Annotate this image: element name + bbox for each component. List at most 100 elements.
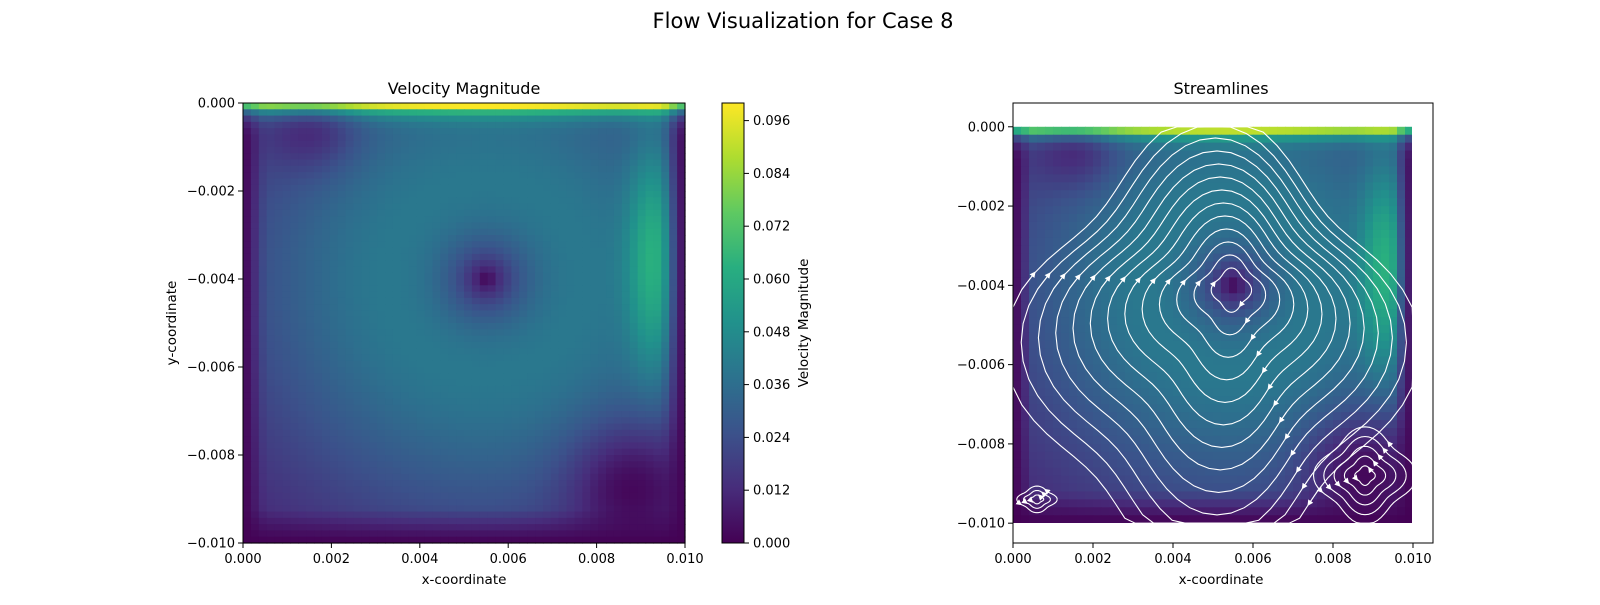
- heatmap-cell: [385, 424, 393, 431]
- heatmap-cell: [425, 442, 433, 449]
- heatmap-cell: [456, 166, 464, 173]
- heatmap-cell: [551, 298, 559, 305]
- streamline-background-cell: [1373, 246, 1382, 255]
- heatmap-cell: [598, 254, 606, 261]
- heatmap-cell: [503, 449, 511, 456]
- heatmap-cell: [354, 493, 362, 500]
- heatmap-cell: [598, 229, 606, 236]
- heatmap-cell: [456, 505, 464, 512]
- heatmap-cell: [275, 480, 283, 487]
- heatmap-cell: [298, 518, 306, 525]
- heatmap-cell: [535, 373, 543, 380]
- heatmap-cell: [622, 430, 630, 437]
- heatmap-cell: [630, 310, 638, 317]
- streamline-background-cell: [1013, 269, 1022, 278]
- heatmap-cell: [243, 153, 251, 160]
- heatmap-cell: [282, 254, 290, 261]
- heatmap-cell: [598, 116, 606, 123]
- heatmap-cell: [551, 342, 559, 349]
- velocity-panel-title: Velocity Magnitude: [388, 79, 541, 98]
- heatmap-cell: [306, 474, 314, 481]
- heatmap-cell: [393, 310, 401, 317]
- heatmap-cell: [614, 128, 622, 135]
- heatmap-cell: [630, 292, 638, 299]
- x-tick-label: 0.004: [401, 552, 438, 567]
- heatmap-cell: [243, 468, 251, 475]
- heatmap-cell: [646, 461, 654, 468]
- heatmap-cell: [251, 229, 259, 236]
- heatmap-cell: [306, 486, 314, 493]
- heatmap-cell: [275, 524, 283, 531]
- heatmap-cell: [551, 134, 559, 141]
- streamline-background-cell: [1269, 127, 1278, 136]
- heatmap-cell: [448, 392, 456, 399]
- heatmap-cell: [480, 461, 488, 468]
- heatmap-cell: [669, 304, 677, 311]
- streamline-background-cell: [1173, 166, 1182, 175]
- heatmap-cell: [598, 279, 606, 286]
- heatmap-cell: [496, 436, 504, 443]
- streamline-background-cell: [1165, 174, 1174, 183]
- streamline-background-cell: [1117, 166, 1126, 175]
- heatmap-cell: [259, 185, 267, 192]
- heatmap-cell: [551, 204, 559, 211]
- heatmap-cell: [488, 266, 496, 273]
- heatmap-cell: [409, 449, 417, 456]
- streamline-background-cell: [1029, 254, 1038, 263]
- streamline-background-cell: [1285, 254, 1294, 263]
- heatmap-cell: [409, 411, 417, 418]
- heatmap-cell: [251, 505, 259, 512]
- heatmap-cell: [669, 405, 677, 412]
- heatmap-cell: [480, 103, 488, 110]
- heatmap-cell: [472, 216, 480, 223]
- heatmap-cell: [361, 185, 369, 192]
- heatmap-cell: [338, 323, 346, 330]
- heatmap-cell: [306, 449, 314, 456]
- heatmap-cell: [582, 436, 590, 443]
- heatmap-cell: [456, 254, 464, 261]
- heatmap-cell: [243, 266, 251, 273]
- heatmap-cell: [385, 461, 393, 468]
- streamline-background-cell: [1085, 135, 1094, 144]
- heatmap-cell: [669, 449, 677, 456]
- heatmap-cell: [677, 323, 685, 330]
- heatmap-cell: [567, 499, 575, 506]
- heatmap-cell: [590, 486, 598, 493]
- heatmap-cell: [361, 342, 369, 349]
- heatmap-cell: [354, 373, 362, 380]
- heatmap-cell: [527, 449, 535, 456]
- heatmap-cell: [369, 317, 377, 324]
- heatmap-cell: [519, 317, 527, 324]
- heatmap-cell: [338, 191, 346, 198]
- heatmap-cell: [606, 323, 614, 330]
- heatmap-cell: [385, 449, 393, 456]
- heatmap-cell: [432, 141, 440, 148]
- streamline-background-cell: [1365, 206, 1374, 215]
- heatmap-cell: [527, 455, 535, 462]
- heatmap-cell: [567, 367, 575, 374]
- heatmap-cell: [590, 442, 598, 449]
- heatmap-cell: [393, 323, 401, 330]
- heatmap-cell: [511, 323, 519, 330]
- heatmap-cell: [330, 254, 338, 261]
- heatmap-cell: [472, 254, 480, 261]
- streamline-background-cell: [1053, 198, 1062, 207]
- heatmap-cell: [582, 323, 590, 330]
- heatmap-cell: [338, 336, 346, 343]
- heatmap-cell: [464, 442, 472, 449]
- heatmap-cell: [259, 336, 267, 343]
- heatmap-cell: [472, 147, 480, 154]
- heatmap-cell: [543, 292, 551, 299]
- heatmap-cell: [243, 122, 251, 129]
- heatmap-cell: [472, 172, 480, 179]
- heatmap-cell: [440, 486, 448, 493]
- heatmap-cell: [377, 380, 385, 387]
- heatmap-cell: [409, 147, 417, 154]
- heatmap-cell: [385, 241, 393, 248]
- heatmap-cell: [582, 248, 590, 255]
- heatmap-cell: [377, 273, 385, 280]
- heatmap-cell: [425, 166, 433, 173]
- heatmap-cell: [432, 191, 440, 198]
- heatmap-cell: [251, 260, 259, 267]
- heatmap-cell: [503, 128, 511, 135]
